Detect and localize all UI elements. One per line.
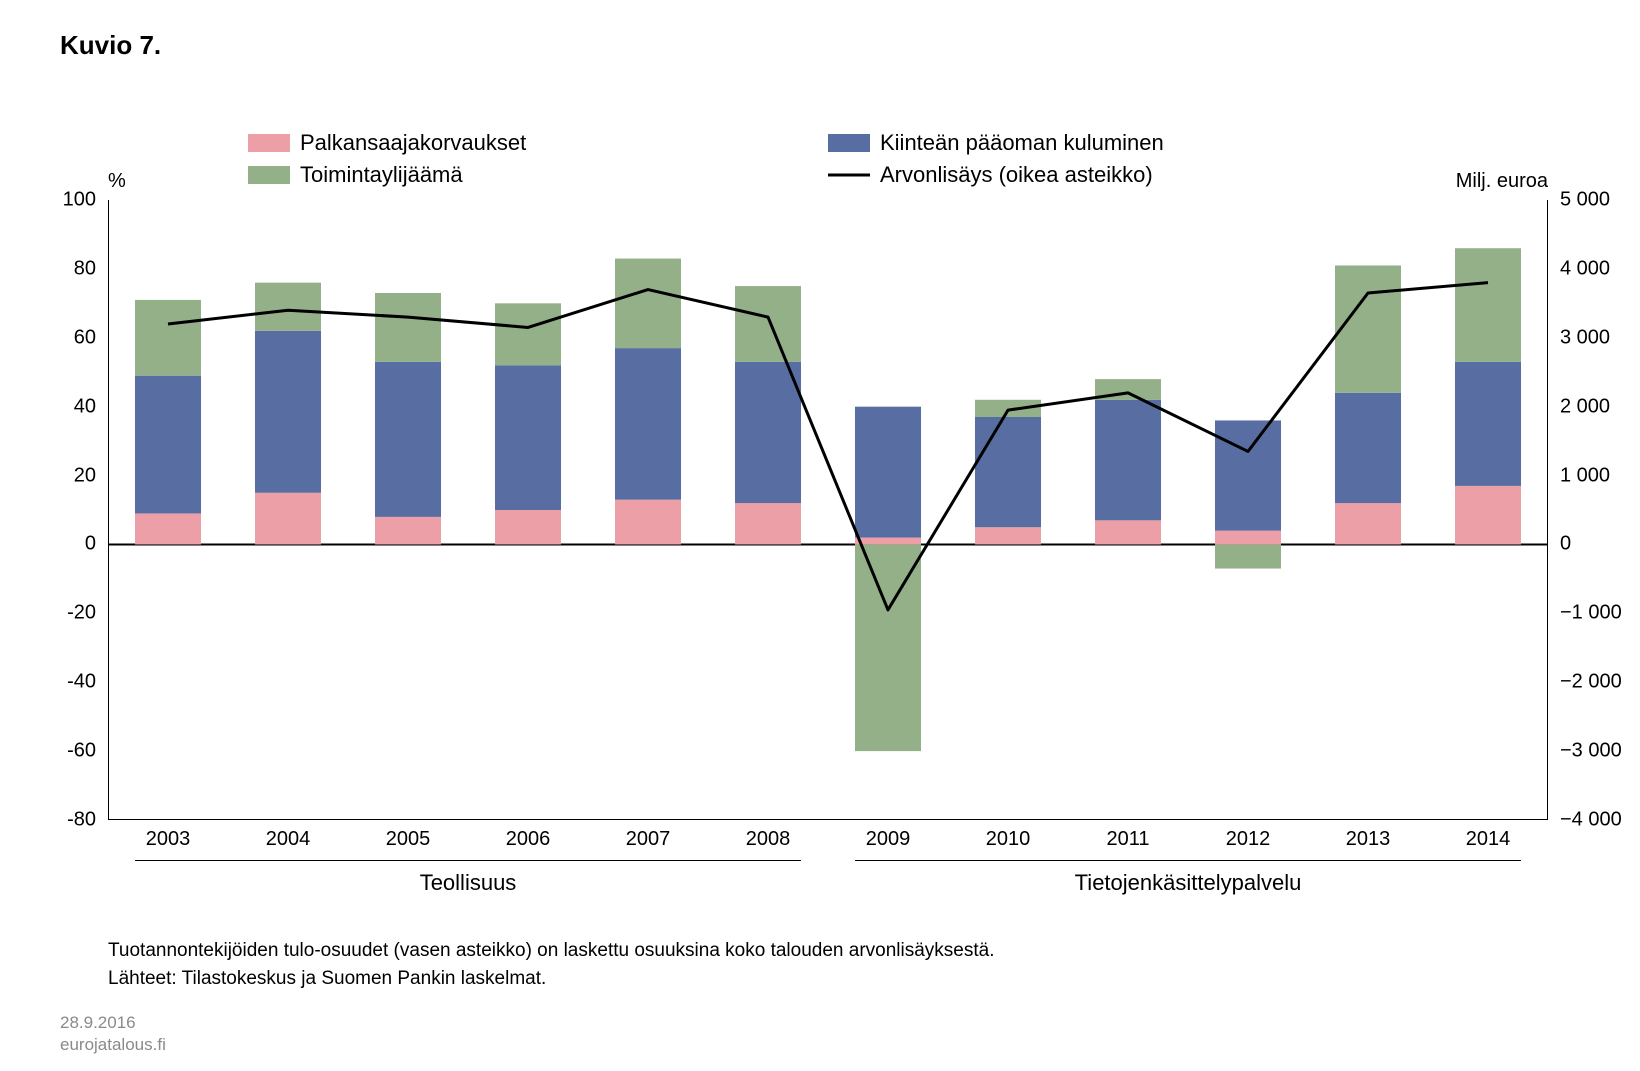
- y-left-tick-label: 60: [74, 326, 96, 349]
- chart-footnote: Tuotannontekijöiden tulo-osuudet (vasen …: [108, 940, 995, 962]
- legend-item: Toimintaylijäämä: [248, 162, 768, 188]
- x-tick-label: 2008: [746, 828, 791, 851]
- x-tick-label: 2007: [626, 828, 671, 851]
- legend-swatch: [248, 134, 290, 152]
- group-label: Teollisuus: [420, 870, 517, 896]
- group-divider: [855, 860, 1521, 861]
- legend-swatch: [248, 166, 290, 184]
- x-tick-label: 2011: [1106, 828, 1149, 851]
- y-right-tick-label: −2 000: [1560, 671, 1622, 694]
- chart-title: Kuvio 7.: [60, 30, 161, 61]
- y-left-tick-label: -60: [67, 740, 96, 763]
- x-tick-label: 2004: [266, 828, 311, 851]
- y-right-tick-label: −1 000: [1560, 602, 1622, 625]
- legend: Palkansaajakorvaukset Kiinteän pääoman ku…: [248, 130, 1348, 188]
- legend-label: Toimintaylijäämä: [300, 162, 463, 188]
- x-tick-label: 2005: [386, 828, 431, 851]
- x-tick-label: 2010: [986, 828, 1031, 851]
- y-right-axis-label: Milj. euroa: [1456, 170, 1548, 193]
- meta-site: eurojatalous.fi: [60, 1034, 166, 1056]
- x-tick-label: 2014: [1466, 828, 1511, 851]
- legend-swatch: [828, 166, 870, 184]
- y-left-tick-label: 40: [74, 395, 96, 418]
- y-left-tick-label: 0: [85, 533, 96, 556]
- group-label: Tietojenkäsittelypalvelu: [1075, 870, 1302, 896]
- x-tick-label: 2006: [506, 828, 551, 851]
- y-left-tick-label: -80: [67, 809, 96, 832]
- chart-plot: [108, 200, 1548, 820]
- x-tick-label: 2012: [1226, 828, 1271, 851]
- y-left-tick-label: 80: [74, 257, 96, 280]
- y-right-tick-label: 2 000: [1560, 395, 1610, 418]
- x-tick-label: 2013: [1346, 828, 1391, 851]
- legend-item: Palkansaajakorvaukset: [248, 130, 768, 156]
- chart-container: Kuvio 7. Palkansaajakorvaukset Kiinteän pä…: [0, 0, 1640, 1071]
- legend-label: Arvonlisäys (oikea asteikko): [880, 162, 1153, 188]
- y-right-tick-label: −3 000: [1560, 740, 1622, 763]
- x-tick-label: 2009: [866, 828, 911, 851]
- y-left-tick-label: -20: [67, 602, 96, 625]
- y-right-tick-label: 5 000: [1560, 189, 1610, 212]
- y-left-axis-label: %: [108, 170, 126, 193]
- y-right-tick-label: 3 000: [1560, 326, 1610, 349]
- legend-swatch: [828, 134, 870, 152]
- x-tick-label: 2003: [146, 828, 191, 851]
- y-left-tick-label: -40: [67, 671, 96, 694]
- y-right-tick-label: 0: [1560, 533, 1571, 556]
- legend-item: Arvonlisäys (oikea asteikko): [828, 162, 1348, 188]
- y-right-tick-label: 1 000: [1560, 464, 1610, 487]
- meta-block: 28.9.2016eurojatalous.fi: [60, 1012, 166, 1056]
- y-right-tick-label: 4 000: [1560, 257, 1610, 280]
- y-right-tick-label: −4 000: [1560, 809, 1622, 832]
- group-divider: [135, 860, 801, 861]
- legend-label: Kiinteän pääoman kuluminen: [880, 130, 1164, 156]
- y-left-tick-label: 20: [74, 464, 96, 487]
- chart-source: Lähteet: Tilastokeskus ja Suomen Pankin …: [108, 968, 546, 990]
- legend-item: Kiinteän pääoman kuluminen: [828, 130, 1348, 156]
- y-left-tick-label: 100: [63, 189, 96, 212]
- meta-date: 28.9.2016: [60, 1012, 166, 1034]
- legend-label: Palkansaajakorvaukset: [300, 130, 526, 156]
